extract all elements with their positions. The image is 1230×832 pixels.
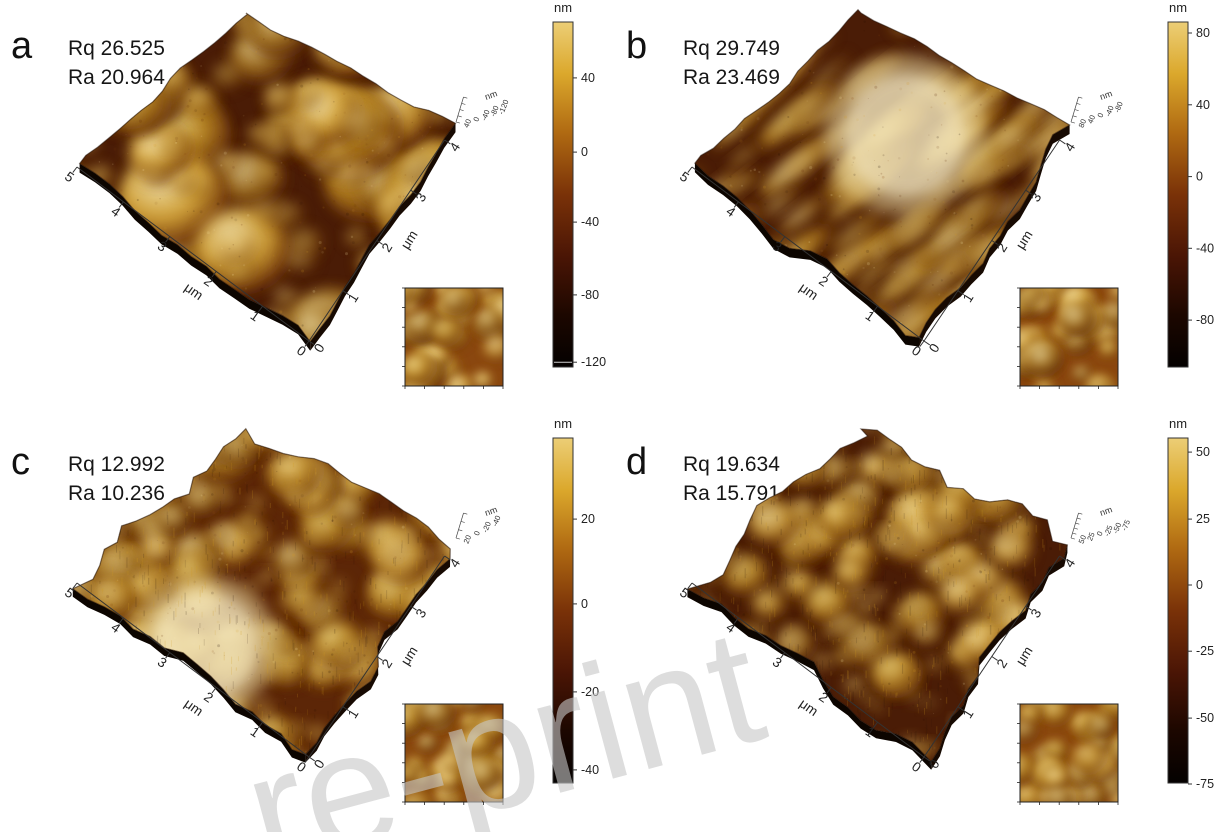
svg-text:0: 0 [1196,578,1203,592]
svg-text:0: 0 [581,597,588,611]
svg-text:50: 50 [1196,445,1210,459]
svg-text:Ra 23.469: Ra 23.469 [683,66,780,89]
svg-text:Ra 20.964: Ra 20.964 [68,66,165,89]
svg-text:b: b [626,25,647,67]
svg-text:-40: -40 [1196,241,1214,255]
svg-text:40: 40 [581,71,595,85]
svg-text:nm: nm [554,416,572,431]
svg-text:-25: -25 [1196,644,1214,658]
svg-text:nm: nm [554,0,572,15]
svg-text:Rq 26.525: Rq 26.525 [68,37,165,60]
svg-text:-80: -80 [581,288,599,302]
svg-text:Ra 10.236: Ra 10.236 [68,482,165,505]
svg-text:-120: -120 [581,355,606,369]
svg-text:Rq 29.749: Rq 29.749 [683,37,780,60]
svg-text:nm: nm [1169,416,1187,431]
svg-text:d: d [626,441,647,483]
svg-text:25: 25 [1196,512,1210,526]
svg-text:Rq 12.992: Rq 12.992 [68,453,165,476]
svg-text:nm: nm [1169,0,1187,15]
svg-text:0: 0 [581,145,588,159]
svg-text:80: 80 [1196,26,1210,40]
svg-text:a: a [11,25,33,67]
svg-text:Rq 19.634: Rq 19.634 [683,453,780,476]
svg-text:-80: -80 [1196,313,1214,327]
svg-text:20: 20 [581,512,595,526]
svg-text:-75: -75 [1196,777,1214,791]
svg-text:0: 0 [1196,170,1203,184]
svg-text:40: 40 [1196,98,1210,112]
svg-text:-40: -40 [581,215,599,229]
svg-text:c: c [11,441,30,483]
svg-text:-50: -50 [1196,711,1214,725]
